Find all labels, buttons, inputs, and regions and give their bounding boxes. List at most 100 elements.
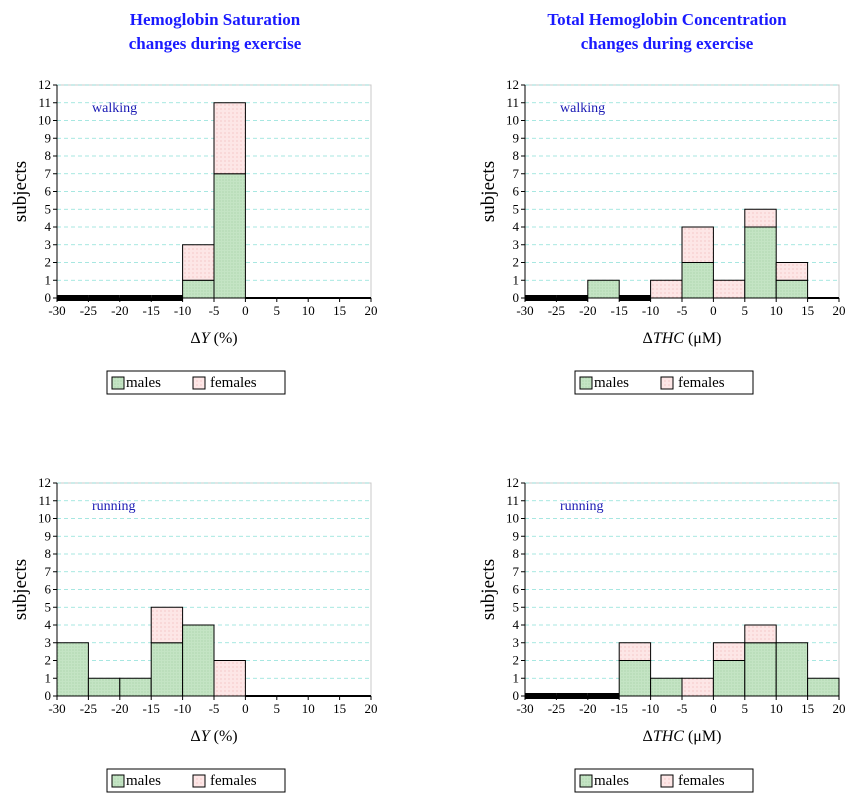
- y-tick-label: 3: [513, 237, 520, 252]
- x-tick-label: -10: [642, 701, 659, 716]
- y-tick-label: 9: [513, 528, 520, 543]
- x-tick-label: -15: [143, 701, 160, 716]
- left-title-line1: Hemoglobin Saturation: [129, 10, 301, 29]
- x-tick-label: 20: [833, 701, 846, 716]
- y-tick-label: 8: [513, 546, 520, 561]
- x-tick-label: -30: [48, 701, 65, 716]
- x-tick-label: -25: [80, 303, 97, 318]
- bar-males: [87, 677, 121, 697]
- y-tick-label: 4: [513, 617, 520, 632]
- y-tick-label: 9: [45, 130, 52, 145]
- x-tick-label: 0: [242, 701, 249, 716]
- x-tick-label: 5: [274, 701, 281, 716]
- x-tick-label: 0: [710, 303, 717, 318]
- annotation-label: walking: [560, 101, 605, 116]
- bar-males: [807, 677, 840, 697]
- x-tick-label: 15: [333, 701, 346, 716]
- y-tick-label: 4: [45, 617, 52, 632]
- x-tick-label: -5: [677, 701, 688, 716]
- y-tick-label: 2: [513, 653, 520, 668]
- y-tick-label: 7: [513, 564, 520, 579]
- legend-swatch-males: [579, 774, 593, 788]
- x-tick-label: -30: [48, 303, 65, 318]
- y-tick-label: 5: [45, 201, 52, 216]
- right-title-line2: changes during exercise: [580, 34, 754, 53]
- legend-label-females: females: [678, 773, 725, 789]
- y-tick-label: 1: [45, 272, 52, 287]
- bar-females: [712, 279, 746, 299]
- legend-label-males: males: [126, 773, 161, 789]
- legend-swatch-females: [660, 376, 674, 390]
- bar-males: [618, 660, 652, 697]
- y-tick-label: 8: [45, 546, 52, 561]
- bar-males: [775, 642, 809, 697]
- y-tick-label: 7: [45, 166, 52, 181]
- y-tick-label: 1: [513, 670, 520, 685]
- y-tick-label: 7: [45, 564, 52, 579]
- x-tick-label: -15: [611, 701, 628, 716]
- legend-swatch-males: [579, 376, 593, 390]
- x-tick-label: -20: [111, 303, 128, 318]
- y-tick-label: 4: [513, 219, 520, 234]
- y-tick-label: 9: [45, 528, 52, 543]
- y-tick-label: 12: [38, 77, 51, 92]
- y-tick-label: 7: [513, 166, 520, 181]
- bar-females: [150, 606, 184, 644]
- x-tick-label: 10: [770, 303, 783, 318]
- legend: males females: [106, 370, 286, 395]
- legend-label-males: males: [594, 773, 629, 789]
- bar-males: [650, 677, 683, 697]
- annotation-label: running: [560, 499, 604, 514]
- bar-males: [119, 677, 152, 697]
- x-tick-label: -25: [548, 303, 565, 318]
- y-axis-label: subjects: [478, 559, 499, 620]
- bar-females: [650, 279, 683, 299]
- bar-females: [213, 102, 246, 175]
- y-tick-label: 4: [45, 219, 52, 234]
- y-tick-label: 3: [45, 237, 52, 252]
- bar-females: [213, 660, 246, 697]
- bar-females: [712, 642, 746, 661]
- y-tick-label: 5: [45, 599, 52, 614]
- x-tick-label: 20: [365, 303, 378, 318]
- x-tick-label: 5: [742, 701, 749, 716]
- bar-males: [587, 279, 620, 299]
- x-tick-label: -25: [80, 701, 97, 716]
- y-tick-label: 5: [513, 201, 520, 216]
- legend-swatch-males: [111, 774, 125, 788]
- x-tick-label: 15: [801, 303, 814, 318]
- y-tick-label: 6: [513, 582, 520, 597]
- y-tick-label: 2: [513, 255, 520, 270]
- x-tick-label: 10: [302, 701, 315, 716]
- y-tick-label: 12: [506, 475, 519, 490]
- bar-males: [681, 262, 714, 299]
- annotation-label: walking: [92, 101, 137, 116]
- bar-males: [712, 660, 746, 697]
- y-tick-label: 3: [513, 635, 520, 650]
- y-tick-label: 11: [38, 95, 51, 110]
- x-tick-label: -15: [611, 303, 628, 318]
- x-tick-label: -10: [174, 303, 191, 318]
- legend-swatch-females: [192, 376, 206, 390]
- y-tick-label: 10: [506, 511, 519, 526]
- x-tick-label: 20: [365, 701, 378, 716]
- bar-females: [182, 244, 215, 281]
- y-axis-label: subjects: [478, 161, 499, 222]
- x-axis-label: ΔY (%): [190, 728, 237, 745]
- annotation-label: running: [92, 499, 136, 514]
- left-title-line2: changes during exercise: [128, 34, 302, 53]
- legend-label-females: females: [210, 375, 257, 391]
- y-tick-label: 1: [45, 670, 52, 685]
- legend-label-males: males: [594, 375, 629, 391]
- x-tick-label: -20: [579, 701, 596, 716]
- x-tick-label: 15: [333, 303, 346, 318]
- legend-label-females: females: [678, 375, 725, 391]
- legend: males females: [574, 370, 754, 395]
- y-tick-label: 2: [45, 653, 52, 668]
- x-tick-label: -20: [111, 701, 128, 716]
- legend: males females: [106, 768, 286, 793]
- bar-males: [182, 279, 215, 299]
